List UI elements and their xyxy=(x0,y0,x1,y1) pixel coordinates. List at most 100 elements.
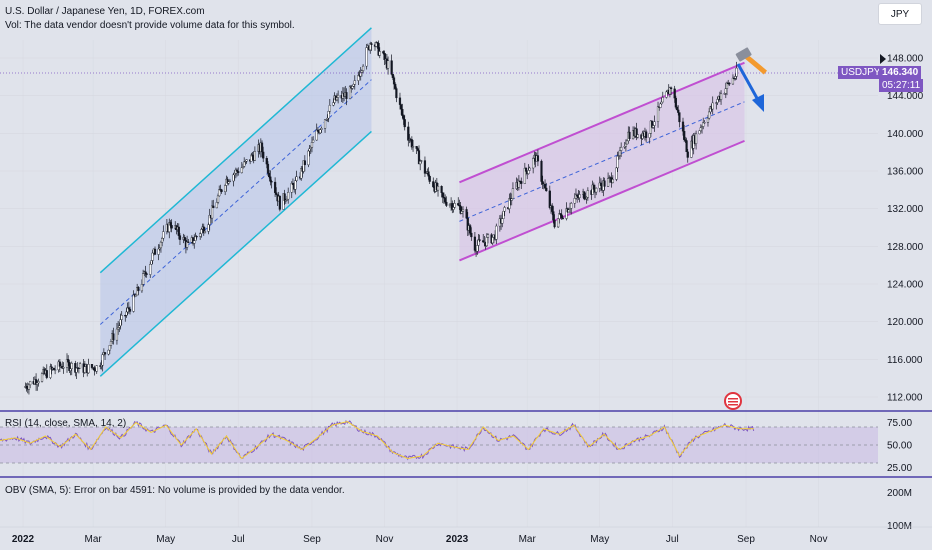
price-tick-label: 116.000 xyxy=(887,355,923,366)
rsi-tick-label: 25.00 xyxy=(887,463,912,474)
candle-body xyxy=(681,121,685,132)
candle-body xyxy=(407,126,410,141)
candle-body xyxy=(698,130,701,135)
candle-body xyxy=(517,180,520,188)
candle-body xyxy=(210,205,214,219)
candle-body xyxy=(628,131,631,139)
time-axis[interactable]: 2022 Mar May Jul Sep Nov 2023 Mar May Jul Sep Nov xyxy=(12,534,828,545)
candle-body xyxy=(553,219,556,228)
candle-body xyxy=(320,128,323,130)
candle-body xyxy=(445,201,448,206)
rsi-sma-line xyxy=(0,421,754,460)
candle-body xyxy=(417,150,421,165)
candle-body xyxy=(109,341,113,346)
time-tick-label: 2023 xyxy=(446,534,469,545)
obv-axis: 200M 100M xyxy=(887,488,912,532)
candle-body xyxy=(410,139,413,148)
candle-body xyxy=(287,192,290,200)
candle-body xyxy=(274,181,277,193)
candle-body xyxy=(78,363,82,369)
candle-body xyxy=(312,139,315,143)
candle-body xyxy=(656,106,660,122)
channel-2023-lower[interactable] xyxy=(459,139,745,262)
candle-body xyxy=(159,241,163,249)
candle-body xyxy=(37,381,40,384)
channel-2023-median xyxy=(459,101,745,222)
channel-2022-lower[interactable] xyxy=(99,130,372,377)
candle-body xyxy=(728,82,731,85)
time-tick-label: Jul xyxy=(666,534,679,545)
candle-body xyxy=(294,180,297,190)
candle-body xyxy=(153,248,157,255)
candle-body xyxy=(268,173,271,178)
candle-body xyxy=(58,361,61,367)
candle-body xyxy=(660,101,663,105)
candle-body xyxy=(162,231,165,239)
candle-body xyxy=(694,133,698,144)
candle-body xyxy=(266,163,270,174)
candle-body xyxy=(548,190,551,208)
channels[interactable] xyxy=(99,27,745,377)
candle-body xyxy=(724,88,727,94)
channel-2022-upper[interactable] xyxy=(99,27,372,274)
candle-body xyxy=(678,112,681,123)
candle-body xyxy=(309,147,312,149)
volume-note: Vol: The data vendor doesn't provide vol… xyxy=(5,20,295,31)
price-tick-label: 128.000 xyxy=(887,242,924,253)
candle-body xyxy=(427,171,430,177)
candle-body xyxy=(510,198,513,201)
candle-body xyxy=(161,238,164,243)
candle-body xyxy=(477,239,480,246)
candle-body xyxy=(618,150,622,156)
candle-body xyxy=(101,354,104,366)
candle-body xyxy=(316,129,320,132)
time-tick-label: 2022 xyxy=(12,534,35,545)
candle-body xyxy=(150,260,153,265)
us-flag-event-icon[interactable] xyxy=(724,392,742,410)
candle-body xyxy=(560,214,563,219)
candle-body xyxy=(117,327,120,330)
candle-body xyxy=(703,122,706,124)
rsi-tick-label: 75.00 xyxy=(887,418,912,429)
candle-body xyxy=(452,207,455,210)
price-tick-label: 112.000 xyxy=(887,393,923,404)
time-tick-label: Mar xyxy=(519,534,537,545)
candle-body xyxy=(245,159,248,162)
candle-body xyxy=(478,239,481,241)
candle-body xyxy=(648,133,651,138)
candle-body xyxy=(54,369,57,371)
candle-body xyxy=(440,185,443,193)
hammer-icon xyxy=(735,47,768,75)
candle-body xyxy=(134,294,138,297)
candle-body xyxy=(524,167,528,172)
candle-body xyxy=(716,99,719,103)
candle-body xyxy=(169,222,172,226)
candle-body xyxy=(400,104,403,110)
price-axis[interactable]: 148.000 144.000 140.000 136.000 132.000 128.0… xyxy=(887,54,924,404)
candle-body xyxy=(270,181,273,183)
candle-body xyxy=(457,203,460,206)
candle-body xyxy=(203,231,207,234)
candle-body xyxy=(370,43,373,45)
candle-body xyxy=(353,80,356,85)
candle-body xyxy=(269,176,272,182)
candle-body xyxy=(232,174,235,182)
obv-label[interactable]: OBV (SMA, 5): Error on bar 4591: No volu… xyxy=(5,485,345,496)
symbol-title[interactable]: U.S. Dollar / Japanese Yen, 1D, FOREX.co… xyxy=(5,6,205,17)
channel-2023-upper[interactable] xyxy=(459,61,745,184)
candle-body xyxy=(460,211,463,214)
rsi-label[interactable]: RSI (14, close, SMA, 14, 2) xyxy=(5,418,127,429)
candle-body xyxy=(240,167,243,174)
candle-body xyxy=(83,366,86,373)
time-tick-label: Jul xyxy=(232,534,245,545)
time-tick-label: May xyxy=(156,534,175,545)
currency-button[interactable]: JPY xyxy=(878,3,922,25)
candle-body xyxy=(635,128,638,138)
candle-body xyxy=(620,147,623,151)
candle-body xyxy=(360,70,364,73)
candle-body xyxy=(228,180,232,183)
candle-body xyxy=(323,119,327,129)
candle-body xyxy=(670,87,673,90)
price-tick-label: 124.000 xyxy=(887,280,924,291)
